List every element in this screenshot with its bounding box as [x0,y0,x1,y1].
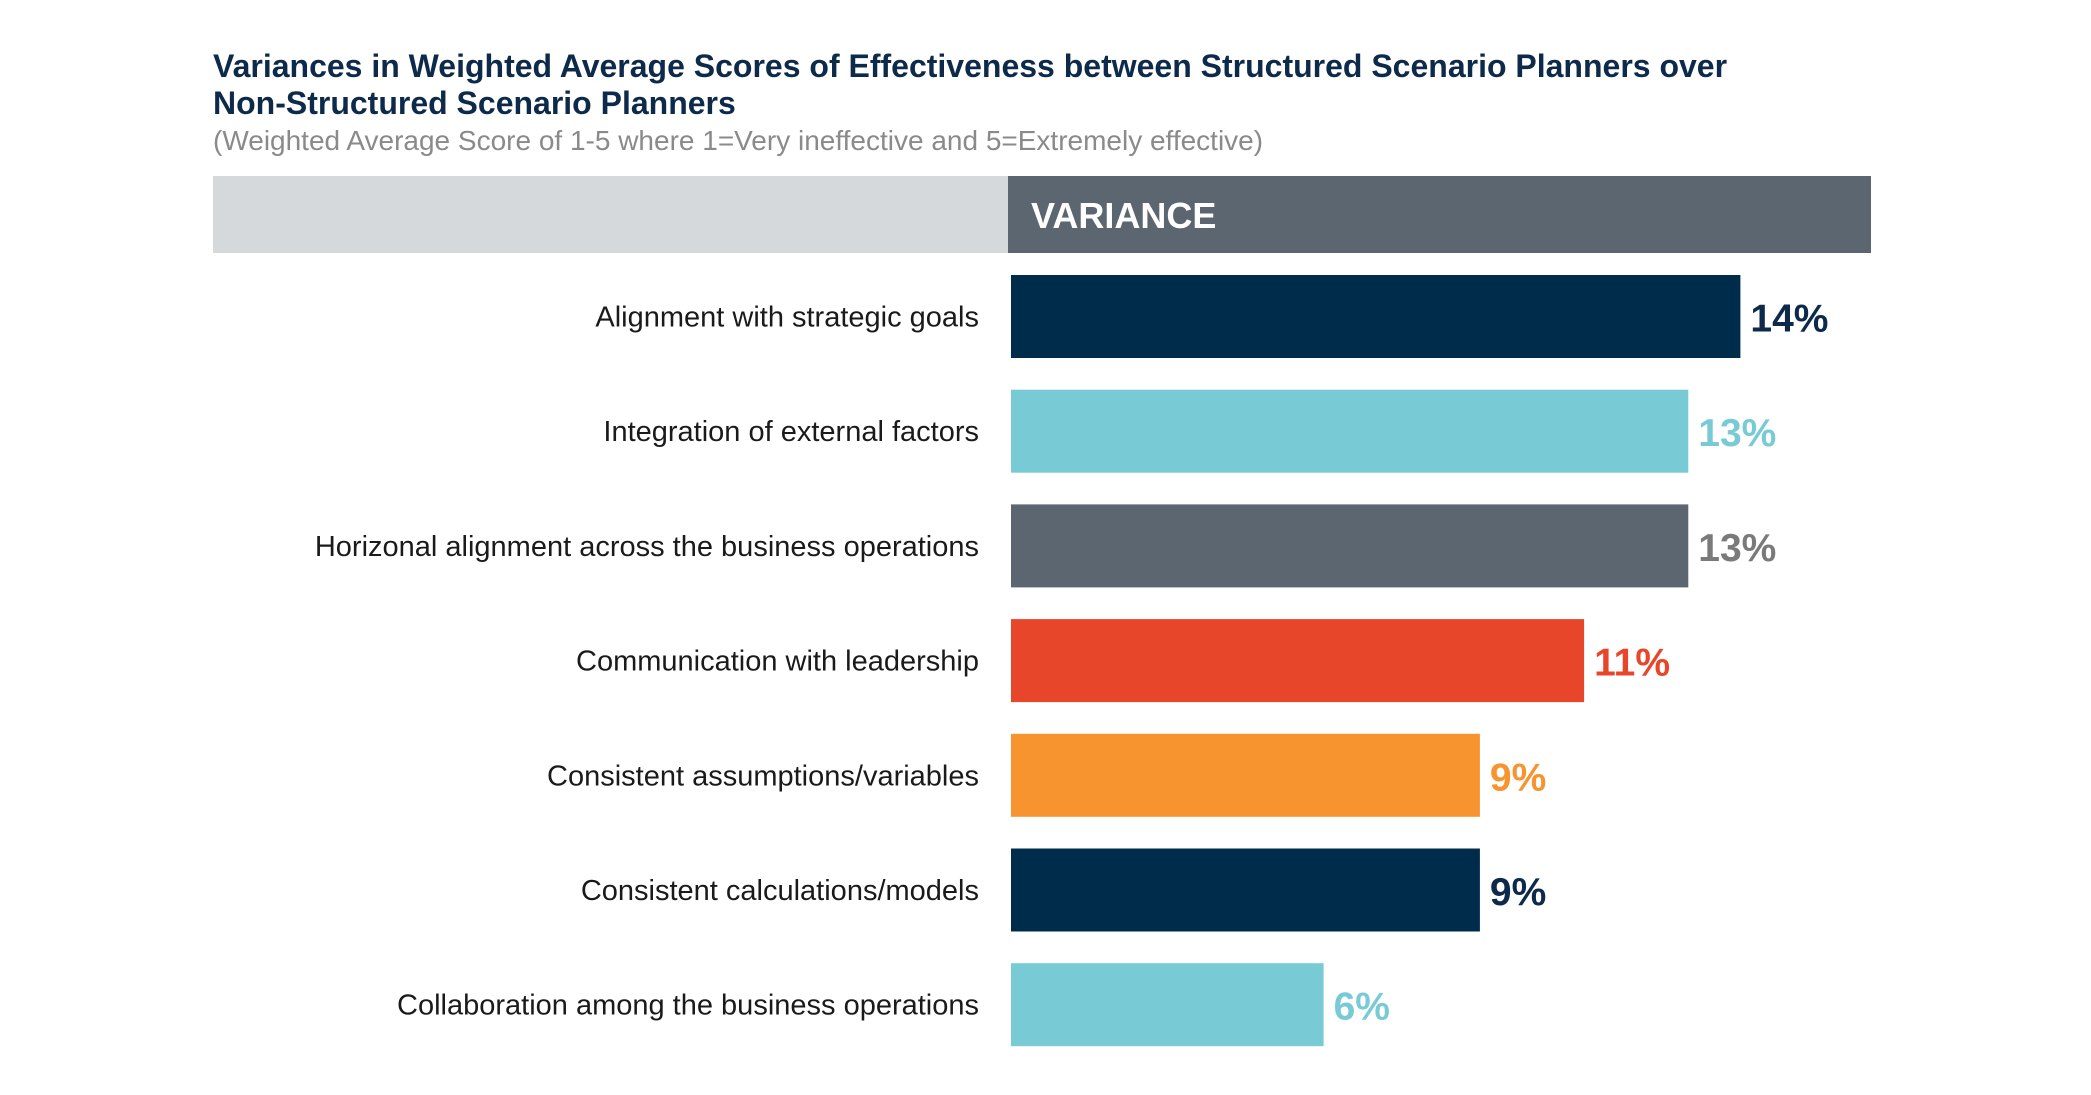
header-band-left [213,176,1008,253]
chart-title-line-1: Variances in Weighted Average Scores of … [213,48,1728,84]
value-label: 11% [1594,642,1670,685]
value-label: 6% [1334,986,1390,1029]
chart-title-line-2: Non-Structured Scenario Planners [213,85,736,121]
chart-subtitle: (Weighted Average Score of 1-5 where 1=V… [213,125,1264,156]
value-label: 9% [1490,871,1546,914]
chart-title: Variances in Weighted Average Scores of … [213,48,1913,122]
header-variance-label: VARIANCE [1031,195,1216,236]
category-label: Consistent calculations/models [581,875,979,907]
category-label: Horizonal alignment across the business … [315,531,979,563]
category-label: Integration of external factors [603,416,979,448]
value-label: 9% [1490,756,1546,799]
bar [1011,619,1585,703]
value-label: 13% [1698,527,1776,570]
bar [1011,963,1324,1047]
bar [1011,733,1480,817]
bar [1011,275,1741,358]
bar [1011,504,1689,588]
value-label: 14% [1750,298,1828,341]
category-label: Communication with leadership [576,646,979,678]
header-band-variance [1008,176,1871,253]
category-label: Consistent assumptions/variables [547,760,979,792]
bar [1011,389,1689,473]
category-label: Collaboration among the business operati… [397,990,979,1022]
category-label: Alignment with strategic goals [595,302,979,334]
bar [1011,848,1480,932]
value-label: 13% [1698,412,1776,455]
